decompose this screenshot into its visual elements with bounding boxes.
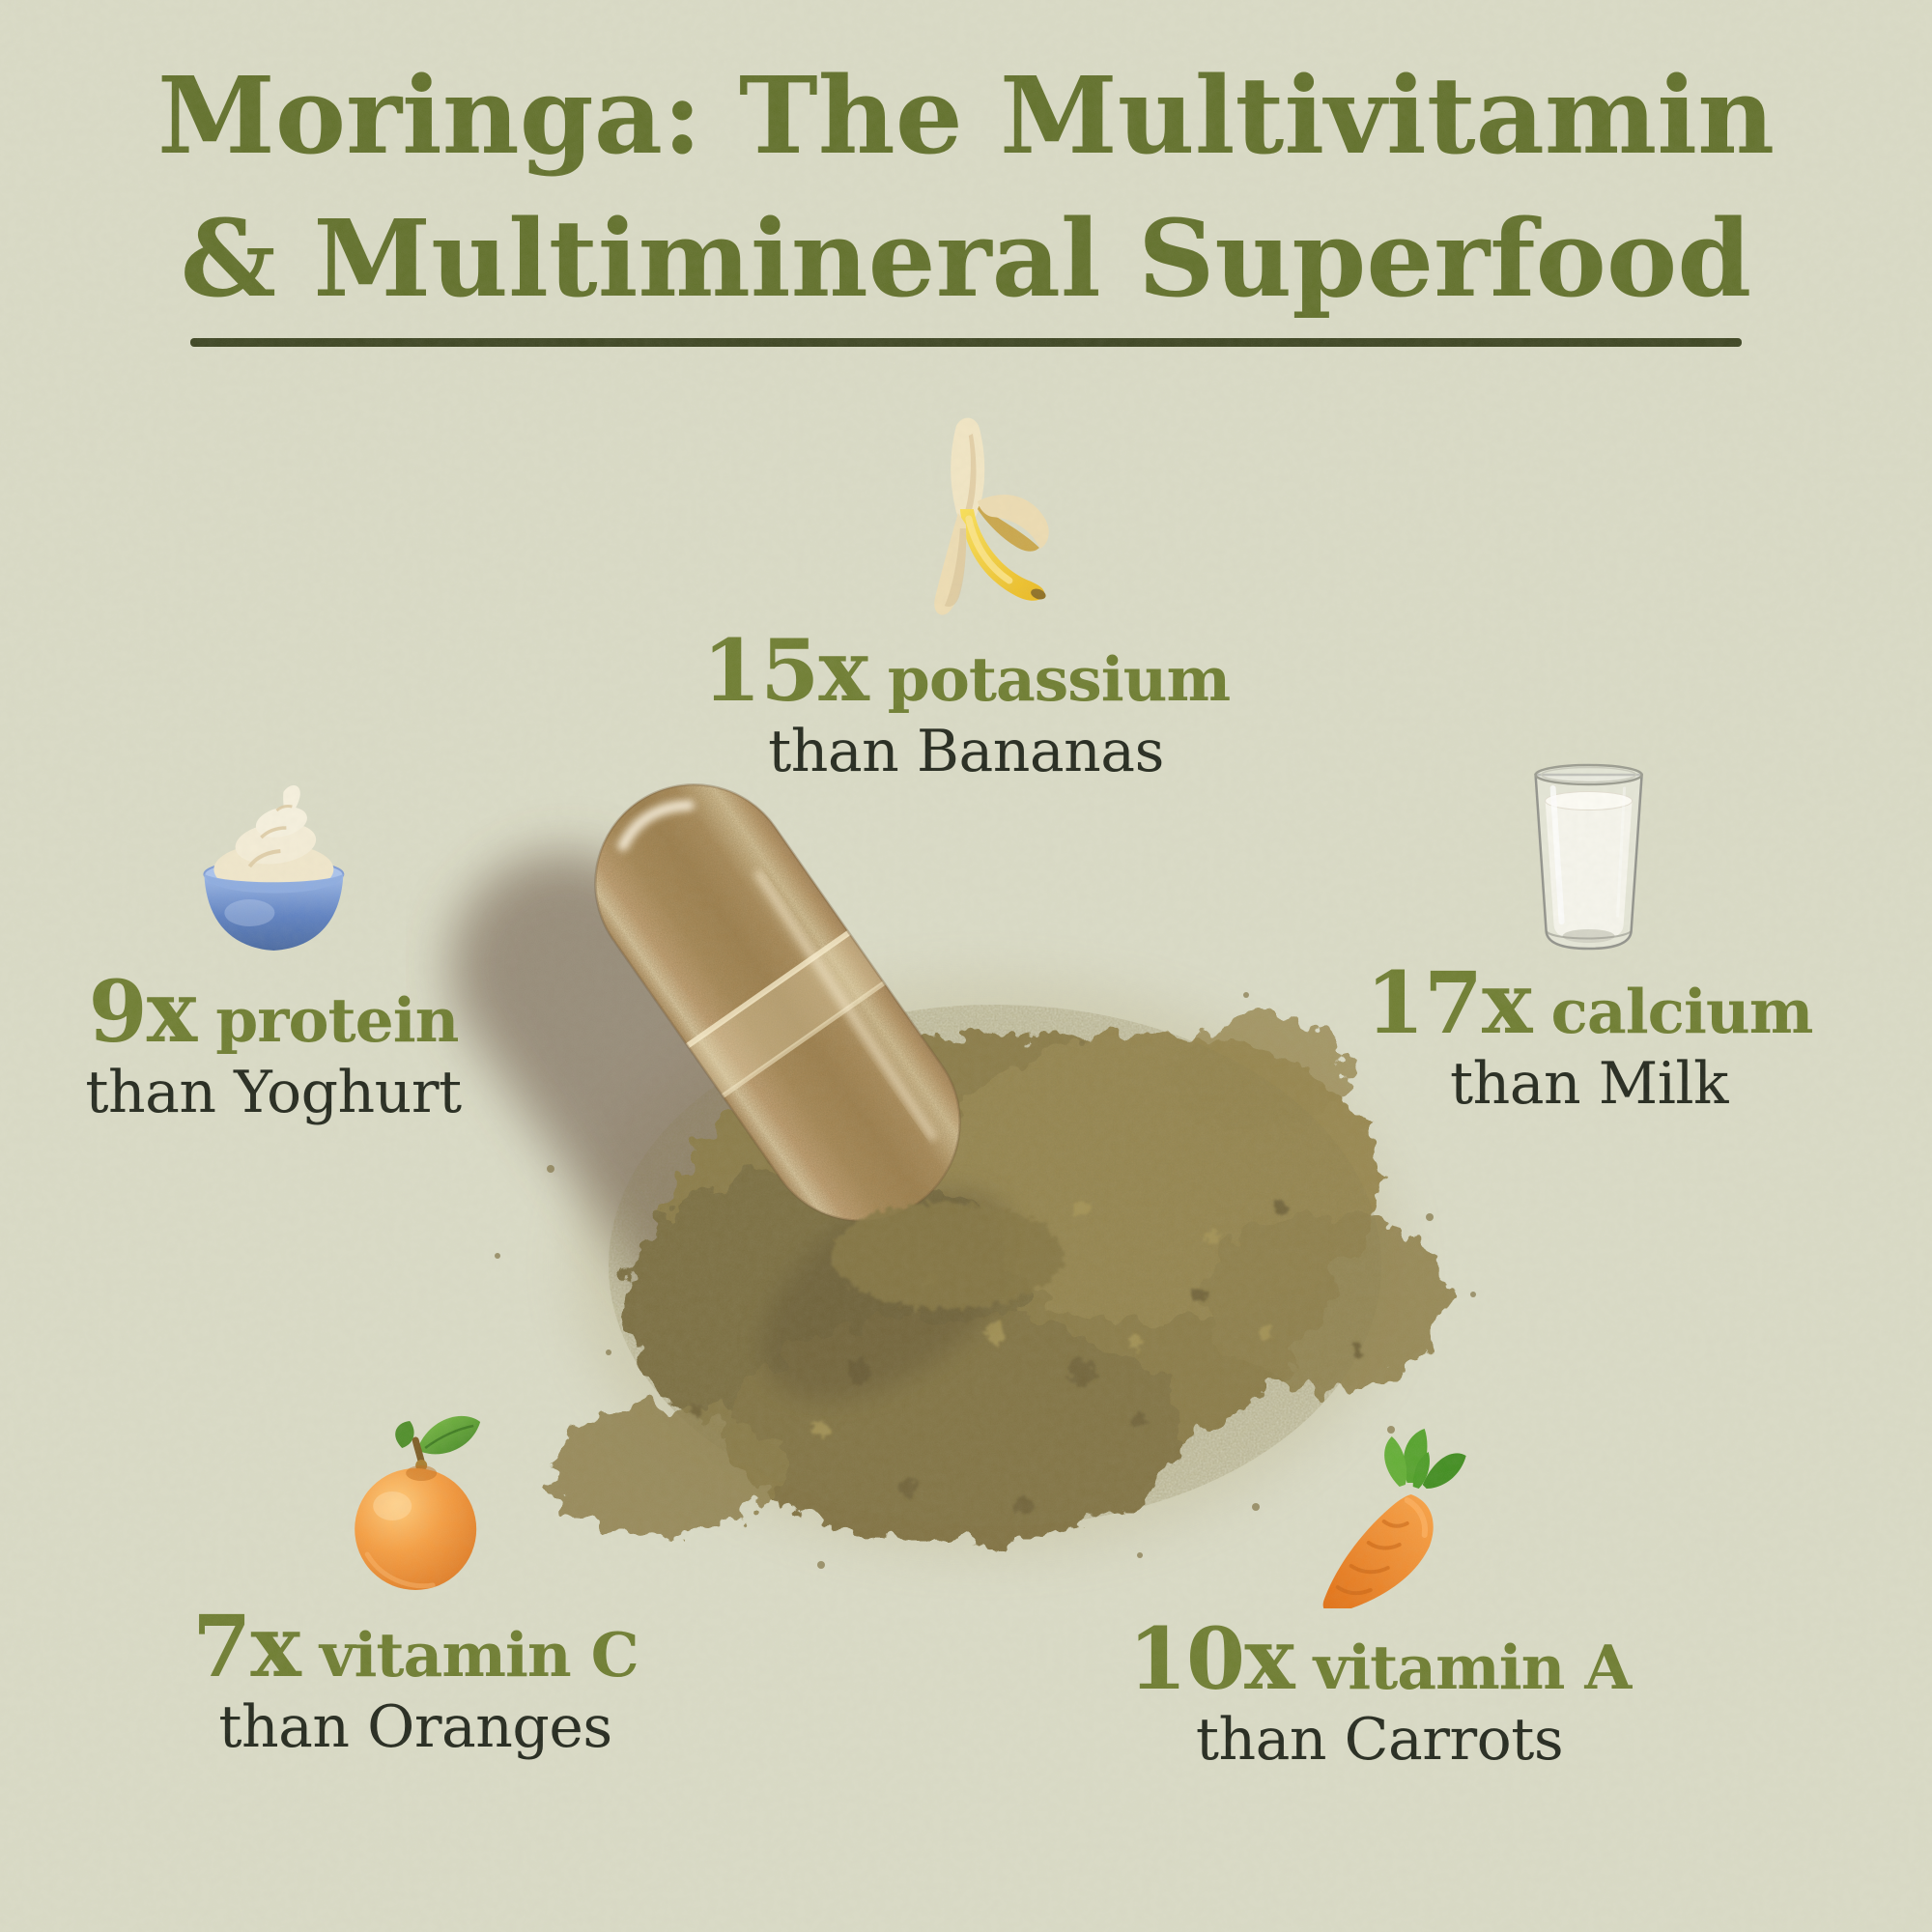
stat-nutrient: vitamin C bbox=[319, 1619, 639, 1690]
yogurt-bowl-icon bbox=[203, 784, 344, 951]
stat-comparison: than Oranges bbox=[218, 1693, 612, 1761]
stat-comparison: than Carrots bbox=[1195, 1706, 1564, 1774]
title-underline bbox=[190, 338, 1742, 347]
stat-multiplier: 10x bbox=[1127, 1608, 1295, 1709]
powder-front bbox=[831, 1203, 1063, 1309]
stat-comparison: than Milk bbox=[1450, 1050, 1728, 1118]
stat-multiplier: 17x bbox=[1365, 952, 1533, 1053]
milk-glass-icon bbox=[1534, 763, 1644, 951]
stat-nutrient: potassium bbox=[887, 643, 1231, 715]
stat-multiplier: 9x bbox=[88, 961, 198, 1062]
carrot-icon bbox=[1323, 1429, 1466, 1608]
stat-vitamin-c: 7x vitamin C than Oranges bbox=[192, 1400, 639, 1756]
stat-vitamin-a: 10x vitamin A than Carrots bbox=[1128, 1423, 1632, 1769]
banana-icon bbox=[934, 417, 1049, 615]
stat-line: 10x vitamin A bbox=[1127, 1608, 1633, 1709]
stat-multiplier: 15x bbox=[701, 620, 869, 721]
stat-line: 7x vitamin C bbox=[192, 1604, 639, 1689]
stat-nutrient: vitamin A bbox=[1313, 1632, 1633, 1703]
stat-protein: 9x protein than Yoghurt bbox=[85, 778, 462, 1126]
stat-comparison: than Yoghurt bbox=[85, 1059, 462, 1126]
stat-line: 9x protein bbox=[88, 961, 460, 1062]
stat-nutrient: calcium bbox=[1550, 976, 1814, 1047]
stat-nutrient: protein bbox=[215, 984, 459, 1056]
title-line-2: & Multimineral Superfood bbox=[180, 196, 1752, 321]
page-title: Moringa: The Multivitamin & Multimineral… bbox=[0, 44, 1932, 330]
stat-comparison: than Bananas bbox=[768, 718, 1164, 785]
stat-multiplier: 7x bbox=[192, 1596, 301, 1696]
title-line-1: Moringa: The Multivitamin bbox=[156, 53, 1776, 178]
stat-calcium: 17x calcium than Milk bbox=[1366, 761, 1813, 1113]
orange-icon bbox=[354, 1415, 480, 1590]
stat-line: 17x calcium bbox=[1365, 952, 1814, 1053]
stat-line: 15x potassium bbox=[701, 620, 1231, 721]
stat-potassium: 15x potassium than Bananas bbox=[701, 412, 1231, 785]
